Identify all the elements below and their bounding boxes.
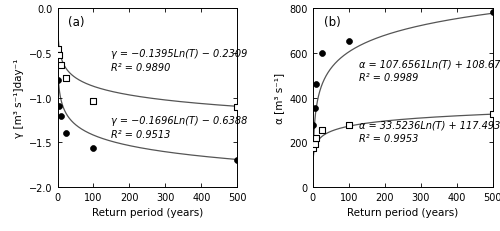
Point — [56, 104, 64, 108]
Point — [310, 147, 318, 150]
Point — [488, 11, 496, 14]
Y-axis label: γ [m³ s⁻¹]day⁻¹: γ [m³ s⁻¹]day⁻¹ — [14, 59, 24, 138]
Point — [90, 146, 98, 150]
Text: α = 33.5236Ln(T) + 117.4939
R² = 0.9953: α = 33.5236Ln(T) + 117.4939 R² = 0.9953 — [360, 119, 500, 143]
Point — [318, 129, 326, 133]
Point — [312, 83, 320, 87]
Point — [54, 79, 62, 82]
Point — [90, 100, 98, 103]
Text: α = 107.6561Ln(T) + 108.6786
R² = 0.9989: α = 107.6561Ln(T) + 108.6786 R² = 0.9989 — [360, 59, 500, 83]
Point — [310, 107, 318, 110]
Point — [54, 48, 62, 52]
Point — [57, 115, 65, 119]
Point — [234, 159, 241, 162]
Text: γ = −0.1696Ln(T) − 0.6388
R² = 0.9513: γ = −0.1696Ln(T) − 0.6388 R² = 0.9513 — [112, 116, 248, 140]
Point — [318, 52, 326, 55]
Point — [312, 137, 320, 140]
Point — [62, 132, 70, 136]
Point — [310, 143, 318, 146]
Point — [234, 105, 241, 109]
Point — [344, 123, 352, 127]
Point — [344, 40, 352, 44]
Text: (b): (b) — [324, 16, 340, 29]
Point — [310, 123, 318, 127]
X-axis label: Return period (years): Return period (years) — [92, 207, 203, 217]
X-axis label: Return period (years): Return period (years) — [347, 207, 458, 217]
Point — [56, 54, 64, 57]
Text: (a): (a) — [68, 16, 85, 29]
Point — [488, 112, 496, 116]
Point — [62, 77, 70, 80]
Text: γ = −0.1395Ln(T) − 0.2309
R² = 0.9890: γ = −0.1395Ln(T) − 0.2309 R² = 0.9890 — [112, 48, 248, 72]
Point — [57, 64, 65, 67]
Y-axis label: α [m³ s⁻¹]: α [m³ s⁻¹] — [274, 73, 284, 124]
